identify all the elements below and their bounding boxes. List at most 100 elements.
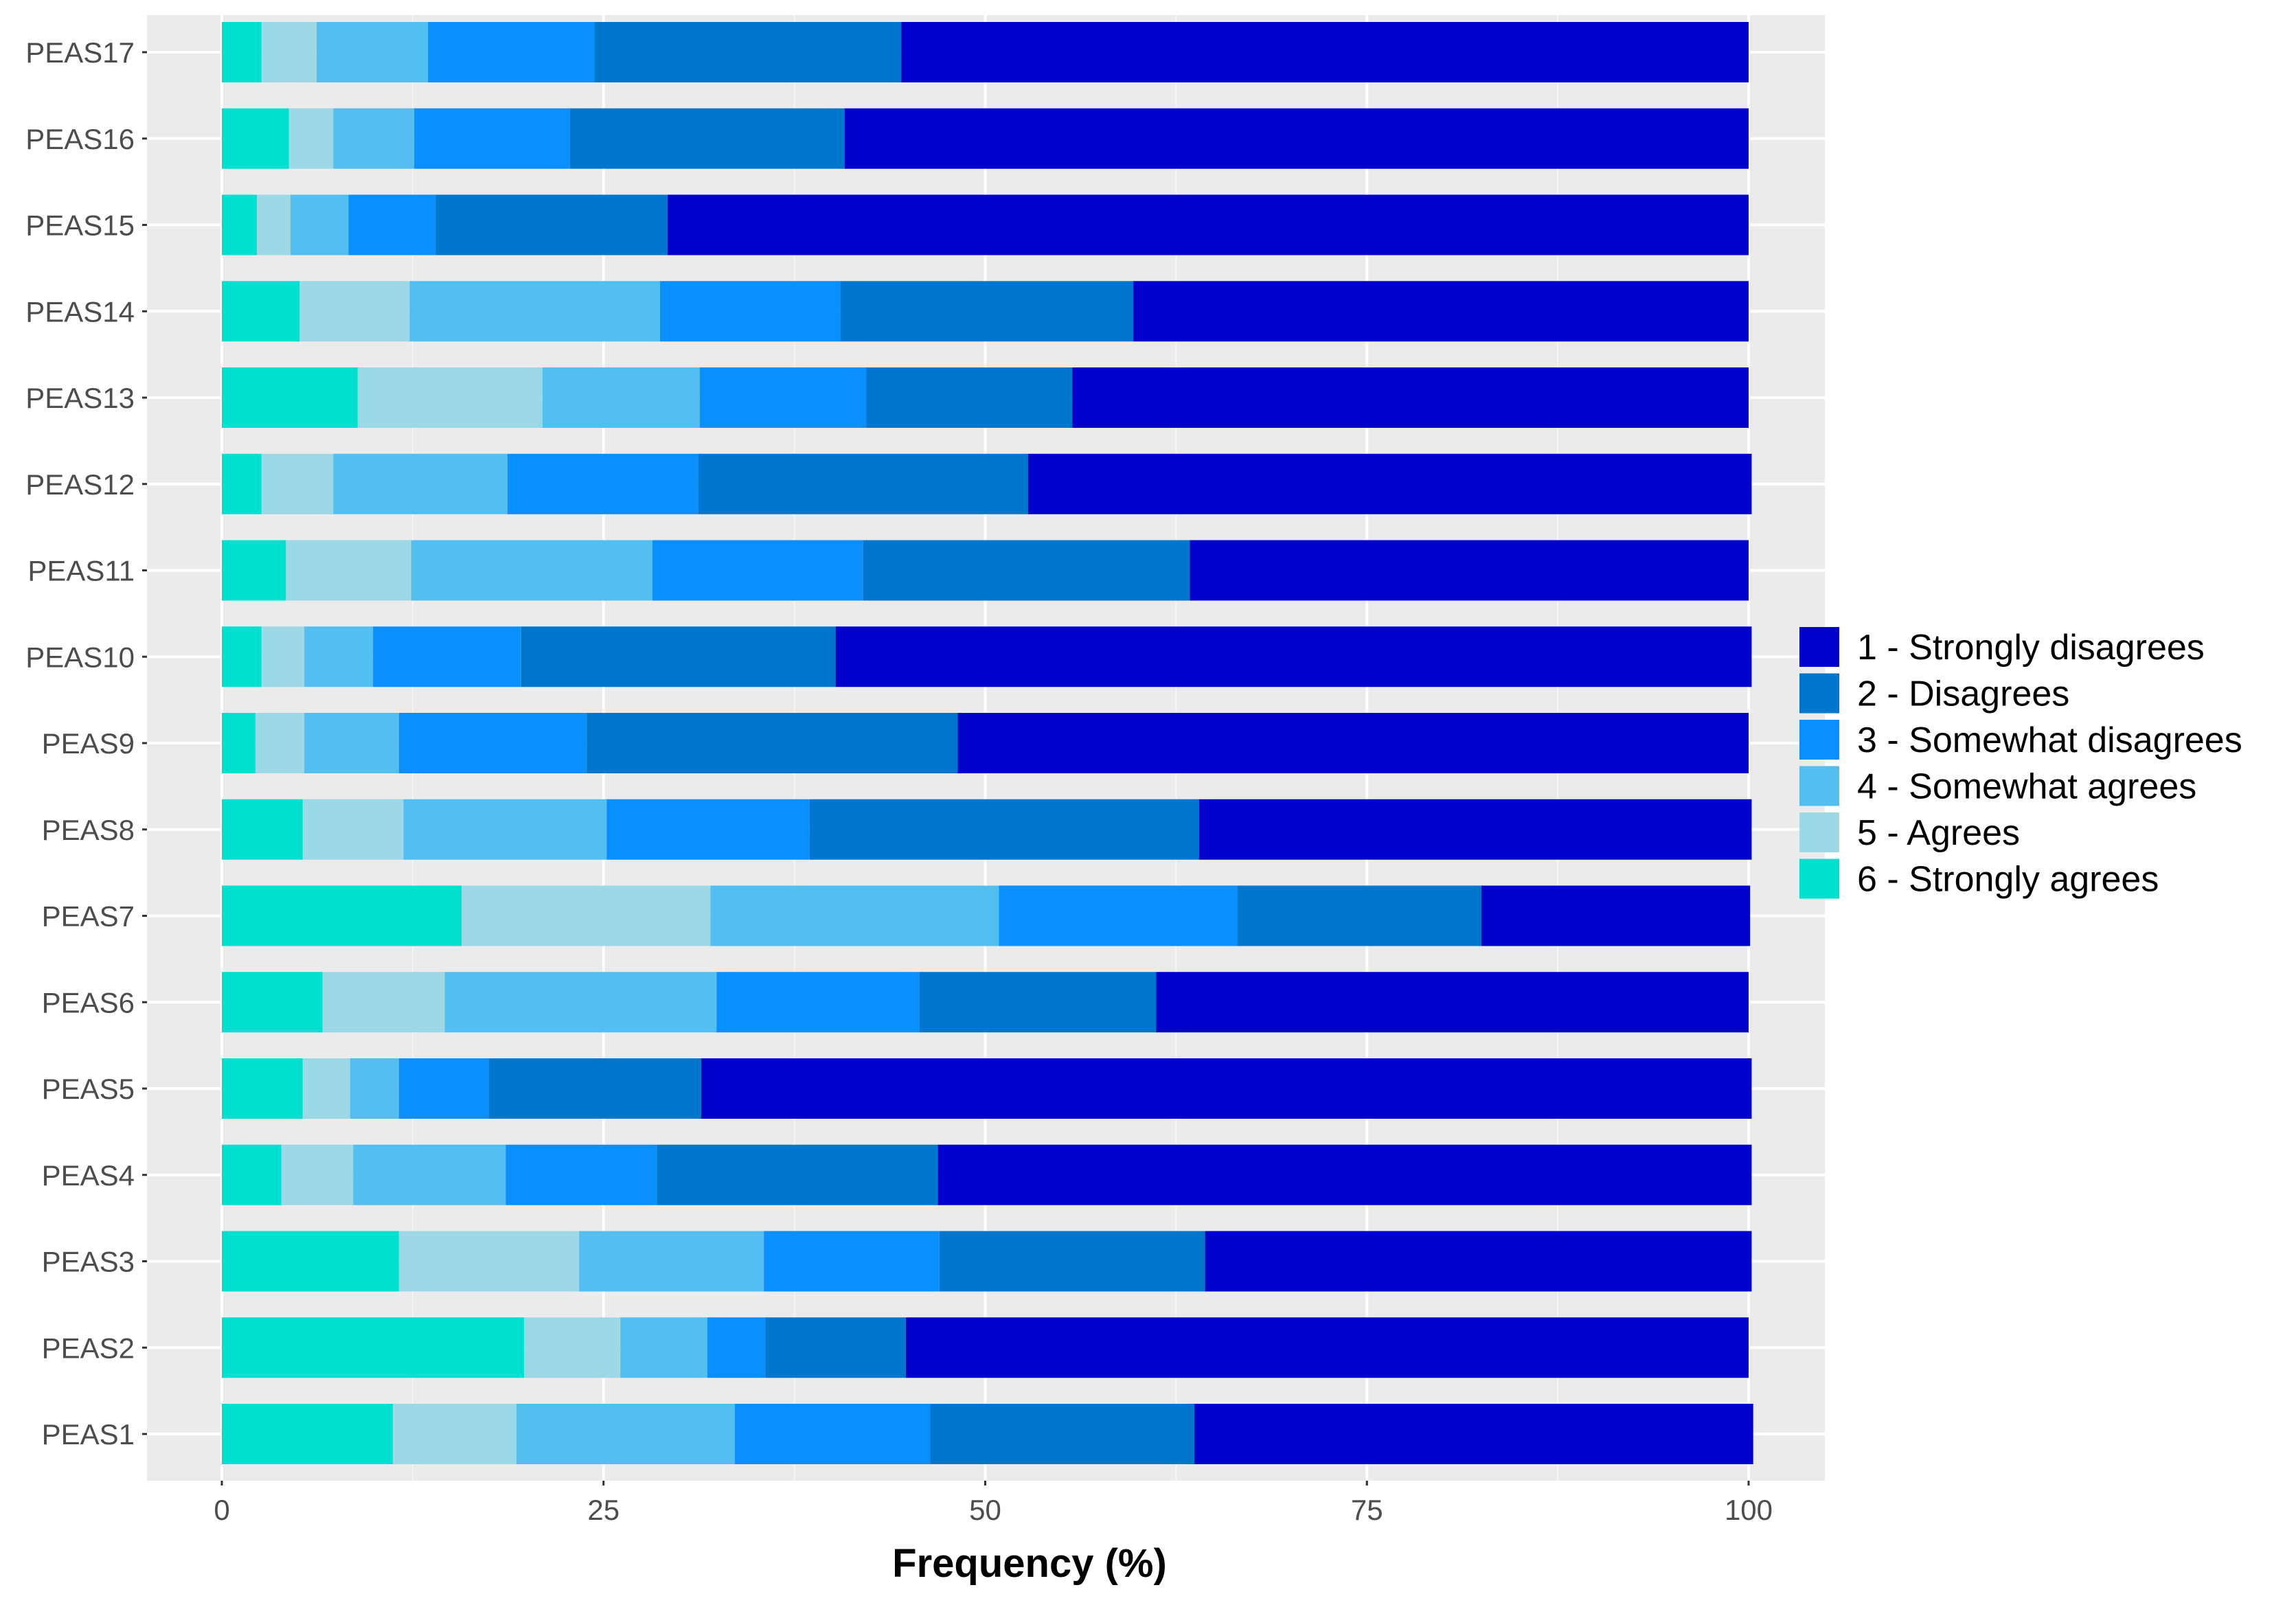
bar-segment-peas9-level-1	[957, 713, 1749, 773]
legend-label: 6 - Strongly agrees	[1857, 860, 2159, 900]
bar-segment-peas13-level-1	[1072, 367, 1749, 428]
bar-segment-peas9-level-5	[255, 713, 305, 773]
bar-segment-peas1-level-1	[1194, 1404, 1753, 1464]
bar-segment-peas2-level-5	[524, 1317, 621, 1378]
bar-segment-peas11-level-4	[411, 540, 652, 601]
bar-segment-peas13-level-5	[357, 367, 543, 428]
bar-segment-peas16-level-4	[333, 108, 415, 169]
legend-key	[1799, 812, 1839, 852]
legend-key	[1799, 673, 1839, 714]
bar-segment-peas5-level-1	[701, 1058, 1752, 1119]
bar-segment-peas6-level-2	[919, 972, 1157, 1033]
bar-segment-peas15-level-6	[222, 194, 258, 255]
bar-segment-peas15-level-4	[291, 194, 349, 255]
bar-segment-peas4-level-6	[222, 1144, 282, 1205]
bar-segment-peas3-level-5	[398, 1231, 580, 1292]
bar-segment-peas16-level-2	[569, 108, 845, 169]
bar-segment-peas16-level-6	[222, 108, 289, 169]
legend-key	[1799, 720, 1839, 760]
bar-segment-peas14-level-1	[1133, 281, 1749, 342]
bar-segment-peas17-level-5	[261, 22, 317, 82]
x-tick-label: 25	[587, 1494, 620, 1526]
y-tick-label: PEAS1	[42, 1418, 135, 1450]
y-tick-label: PEAS2	[42, 1332, 135, 1364]
bar-segment-peas7-level-3	[999, 885, 1238, 946]
bar-segment-peas15-level-2	[435, 194, 668, 255]
bar-segment-peas10-level-5	[261, 626, 305, 687]
legend-label: 2 - Disagrees	[1857, 674, 2069, 714]
y-tick-label: PEAS15	[25, 209, 135, 242]
y-tick-label: PEAS12	[25, 468, 135, 501]
bar-segment-peas3-level-1	[1205, 1231, 1752, 1292]
bar-segment-peas8-level-4	[403, 799, 607, 860]
bar-segment-peas10-level-3	[373, 626, 521, 687]
x-tick-label: 100	[1725, 1494, 1773, 1526]
legend-key	[1799, 766, 1839, 806]
bar-segment-peas10-level-4	[304, 626, 374, 687]
bar-segment-peas2-level-1	[905, 1317, 1749, 1378]
bar-segment-peas14-level-4	[409, 281, 661, 342]
bar-segment-peas17-level-3	[428, 22, 595, 82]
bar-segment-peas9-level-4	[304, 713, 399, 773]
bar-segment-peas12-level-5	[261, 453, 334, 514]
bar-segment-peas9-level-3	[398, 713, 587, 773]
bar-segment-peas10-level-6	[222, 626, 262, 687]
bar-segment-peas10-level-1	[835, 626, 1752, 687]
bar-segment-peas11-level-1	[1190, 540, 1749, 601]
bar-segment-peas12-level-1	[1027, 453, 1752, 514]
bar-segment-peas15-level-3	[348, 194, 436, 255]
y-tick-label: PEAS8	[42, 814, 135, 846]
bar-segment-peas4-level-4	[353, 1144, 506, 1205]
bar-segment-peas3-level-4	[579, 1231, 764, 1292]
bar-segment-peas12-level-3	[507, 453, 698, 514]
bar-segment-peas11-level-2	[863, 540, 1190, 601]
y-tick-label: PEAS7	[42, 900, 135, 933]
bar-segment-peas15-level-5	[257, 194, 291, 255]
bars	[222, 22, 1753, 1464]
y-tick-label: PEAS3	[42, 1246, 135, 1278]
bar-segment-peas17-level-1	[901, 22, 1749, 82]
x-tick-label: 75	[1351, 1494, 1383, 1526]
legend-label: 4 - Somewhat agrees	[1857, 767, 2196, 807]
bar-segment-peas13-level-3	[699, 367, 867, 428]
bar-segment-peas4-level-3	[505, 1144, 657, 1205]
y-tick-label: PEAS5	[42, 1073, 135, 1105]
bar-segment-peas8-level-5	[302, 799, 404, 860]
bar-segment-peas5-level-3	[398, 1058, 490, 1119]
y-axis: PEAS17 PEAS16 PEAS15 PEAS14 PEAS13 PEAS12 PEAS…	[25, 36, 147, 1450]
y-tick-label: PEAS9	[42, 727, 135, 760]
bar-segment-peas4-level-2	[657, 1144, 938, 1205]
bar-segment-peas5-level-5	[302, 1058, 350, 1119]
bar-segment-peas7-level-1	[1481, 885, 1751, 946]
bar-segment-peas14-level-5	[299, 281, 410, 342]
bar-segment-peas3-level-3	[764, 1231, 940, 1292]
bar-segment-peas7-level-4	[710, 885, 999, 946]
bar-segment-peas13-level-2	[866, 367, 1073, 428]
y-tick-label: PEAS11	[27, 555, 135, 587]
bar-segment-peas8-level-6	[222, 799, 303, 860]
bar-segment-peas1-level-5	[392, 1404, 517, 1464]
bar-segment-peas15-level-1	[668, 194, 1749, 255]
bar-segment-peas14-level-3	[660, 281, 841, 342]
x-axis-title: Frequency (%)	[892, 1541, 1167, 1586]
bar-segment-peas6-level-6	[222, 972, 323, 1033]
bar-segment-peas6-level-5	[322, 972, 445, 1033]
legend-label: 1 - Strongly disagrees	[1857, 628, 2205, 668]
y-tick-label: PEAS6	[42, 986, 135, 1018]
bar-segment-peas9-level-6	[222, 713, 255, 773]
bar-segment-peas8-level-3	[606, 799, 810, 860]
bar-segment-peas13-level-6	[222, 367, 358, 428]
bar-segment-peas7-level-5	[462, 885, 711, 946]
bar-segment-peas4-level-5	[281, 1144, 354, 1205]
bar-segment-peas2-level-2	[765, 1317, 906, 1378]
bar-segment-peas2-level-6	[222, 1317, 525, 1378]
y-tick-label: PEAS13	[25, 382, 135, 414]
bar-segment-peas7-level-2	[1237, 885, 1481, 946]
legend-key	[1799, 627, 1839, 667]
bar-segment-peas10-level-2	[521, 626, 836, 687]
bar-segment-peas1-level-6	[222, 1404, 393, 1464]
bar-segment-peas1-level-3	[734, 1404, 931, 1464]
bar-segment-peas16-level-3	[414, 108, 570, 169]
x-tick-label: 50	[969, 1494, 1001, 1526]
